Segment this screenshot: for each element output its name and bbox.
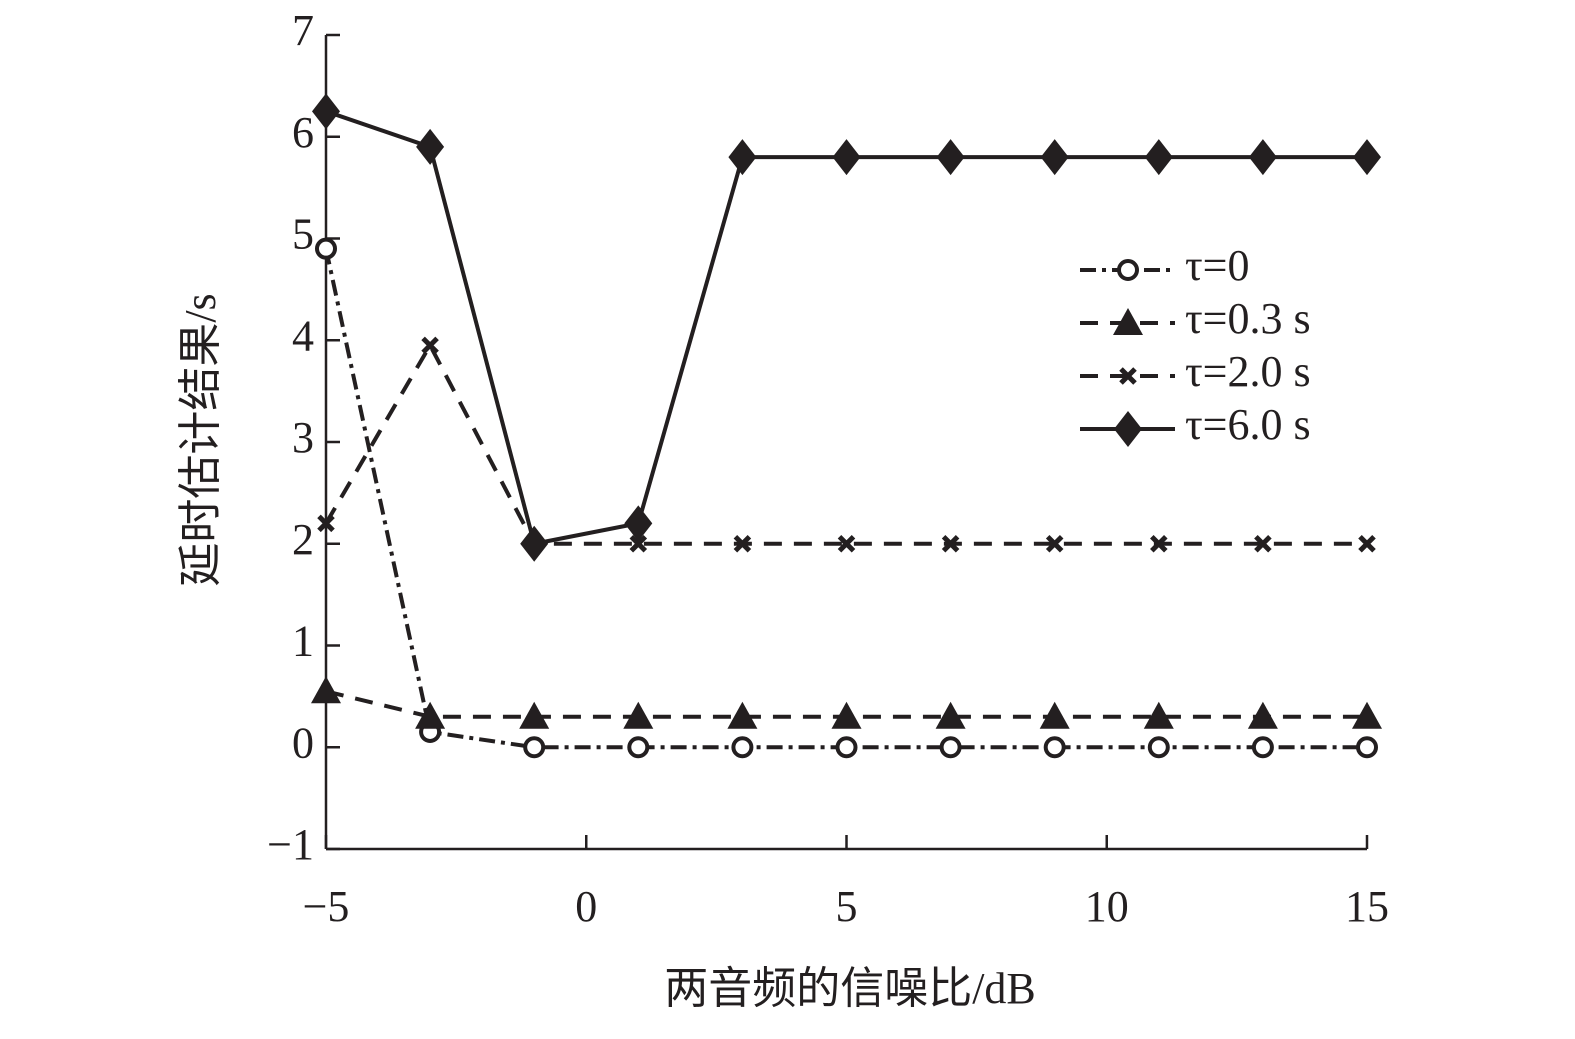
marker — [941, 534, 960, 553]
marker — [1147, 736, 1170, 759]
marker — [624, 505, 653, 542]
y-tick-label: 2 — [292, 515, 314, 564]
marker — [727, 701, 758, 729]
marker — [523, 736, 546, 759]
legend-marker — [1117, 259, 1139, 281]
marker — [939, 736, 962, 759]
y-tick-label: 0 — [292, 718, 314, 767]
marker — [935, 701, 966, 729]
marker — [629, 534, 648, 553]
marker — [835, 736, 858, 759]
marker — [1352, 701, 1382, 729]
marker — [1043, 736, 1066, 759]
x-tick-label: 5 — [836, 882, 858, 931]
x-tick-label: 0 — [575, 882, 597, 931]
marker — [1039, 701, 1070, 729]
marker — [1248, 139, 1277, 176]
legend-label: τ=0.3 s — [1185, 294, 1311, 343]
x-axis-label: 两音频的信噪比/dB — [664, 964, 1036, 1013]
y-tick-label: 4 — [292, 311, 314, 360]
marker — [837, 534, 856, 553]
marker — [831, 701, 862, 729]
marker — [728, 139, 757, 176]
y-axis-label: 延时估计结果/s — [176, 293, 225, 586]
marker — [1251, 736, 1274, 759]
marker — [627, 736, 650, 759]
marker — [520, 525, 549, 562]
marker — [315, 237, 337, 260]
legend-label: τ=6.0 s — [1185, 400, 1311, 449]
y-tick-label: 7 — [292, 6, 314, 55]
marker — [1143, 701, 1174, 729]
marker — [1040, 139, 1069, 176]
series-line — [324, 341, 1367, 546]
marker — [1254, 534, 1272, 553]
marker — [1358, 534, 1376, 553]
marker — [832, 139, 861, 176]
marker — [731, 736, 754, 759]
marker — [312, 93, 340, 130]
legend-marker — [1113, 308, 1143, 335]
marker — [311, 676, 341, 704]
x-tick-label: 15 — [1345, 882, 1389, 931]
marker — [519, 701, 550, 729]
legend-label: τ=0 — [1185, 241, 1250, 290]
marker — [416, 128, 445, 165]
marker — [1356, 736, 1378, 759]
x-tick-label: −5 — [303, 882, 350, 931]
legend-marker — [1114, 411, 1142, 447]
x-tick-label: 10 — [1085, 882, 1129, 931]
y-tick-label: 1 — [292, 617, 314, 666]
y-tick-label: 6 — [292, 108, 314, 157]
marker — [1247, 701, 1278, 729]
y-tick-label: 5 — [292, 210, 314, 259]
marker — [1150, 534, 1168, 553]
marker — [936, 139, 965, 176]
y-tick-label: 3 — [292, 413, 314, 462]
marker — [421, 336, 439, 355]
marker — [415, 701, 446, 729]
marker — [1045, 534, 1064, 553]
legend-marker — [1119, 367, 1137, 385]
marker — [733, 534, 752, 553]
marker — [1144, 139, 1173, 176]
marker — [623, 701, 654, 729]
y-tick-label: −1 — [267, 820, 314, 869]
marker — [1353, 139, 1381, 176]
marker — [317, 514, 335, 533]
legend-label: τ=2.0 s — [1185, 347, 1311, 396]
